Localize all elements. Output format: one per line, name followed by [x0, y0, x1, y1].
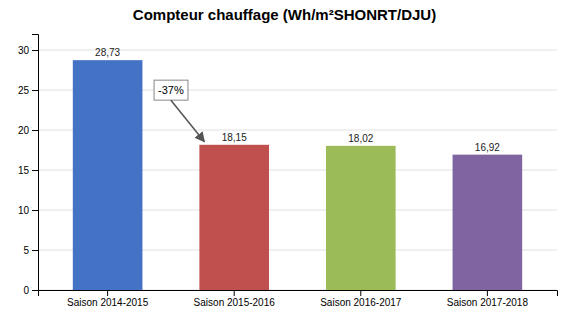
y-tick: 15 [18, 165, 38, 176]
x-tick-mark [487, 290, 488, 296]
x-axis: Saison 2014-2015 Saison 2015-2016 Saison 2… [39, 290, 558, 308]
data-label: 28,73 [95, 47, 120, 58]
bar [199, 145, 269, 290]
x-tick: Saison 2017-2018 [447, 290, 529, 308]
x-tick-label: Saison 2016-2017 [320, 297, 402, 308]
y-tick-label: 30 [18, 45, 30, 56]
x-tick-mark [107, 290, 108, 296]
data-labels: 28,73 18,15 18,02 16,92 [95, 47, 500, 152]
data-label: 16,92 [475, 142, 500, 153]
annotation-arrow [171, 100, 204, 142]
y-tick-mark [32, 130, 38, 131]
y-axis-line [32, 35, 39, 291]
x-tick-label: Saison 2015-2016 [194, 297, 276, 308]
y-tick: 25 [18, 85, 38, 96]
x-tick-label: Saison 2014-2015 [67, 297, 149, 308]
y-tick-label: 5 [23, 245, 29, 256]
y-tick-label: 20 [18, 125, 30, 136]
x-tick-mark [360, 290, 361, 296]
bar [73, 60, 143, 290]
y-tick: 10 [18, 205, 38, 216]
data-label: 18,15 [222, 132, 247, 143]
y-tick-label: 0 [23, 285, 29, 296]
y-tick: 5 [23, 245, 38, 256]
bars [73, 60, 522, 290]
y-axis: 0 5 10 15 20 25 30 [18, 35, 39, 296]
chart-svg: Compteur chauffage (Wh/m²SHONRT/DJU) 0 5 10… [0, 0, 569, 318]
data-label: 18,02 [348, 133, 373, 144]
bar [326, 146, 396, 290]
y-tick-mark [32, 210, 38, 211]
y-tick-mark [32, 90, 38, 91]
x-tick-label: Saison 2017-2018 [447, 297, 529, 308]
y-tick-mark [32, 290, 38, 291]
grid [38, 50, 557, 290]
x-axis-line [39, 291, 558, 297]
x-tick: Saison 2014-2015 [67, 290, 149, 308]
chart-title: Compteur chauffage (Wh/m²SHONRT/DJU) [133, 6, 436, 23]
x-tick: Saison 2016-2017 [320, 290, 402, 308]
y-tick-mark [32, 170, 38, 171]
y-tick-label: 15 [18, 165, 30, 176]
bar [453, 155, 523, 290]
y-tick: 30 [18, 45, 38, 56]
y-tick-mark [32, 50, 38, 51]
x-tick-mark [234, 290, 235, 296]
chart-container: Compteur chauffage (Wh/m²SHONRT/DJU) 0 5 10… [0, 0, 569, 318]
annotation-text: -37% [158, 84, 184, 96]
annotation: -37% [154, 80, 204, 142]
y-tick: 20 [18, 125, 38, 136]
annotation-box [154, 80, 188, 100]
y-tick-label: 10 [18, 205, 30, 216]
y-tick-label: 25 [18, 85, 30, 96]
x-tick: Saison 2015-2016 [194, 290, 276, 308]
y-tick: 0 [23, 285, 38, 296]
y-tick-mark [32, 250, 38, 251]
